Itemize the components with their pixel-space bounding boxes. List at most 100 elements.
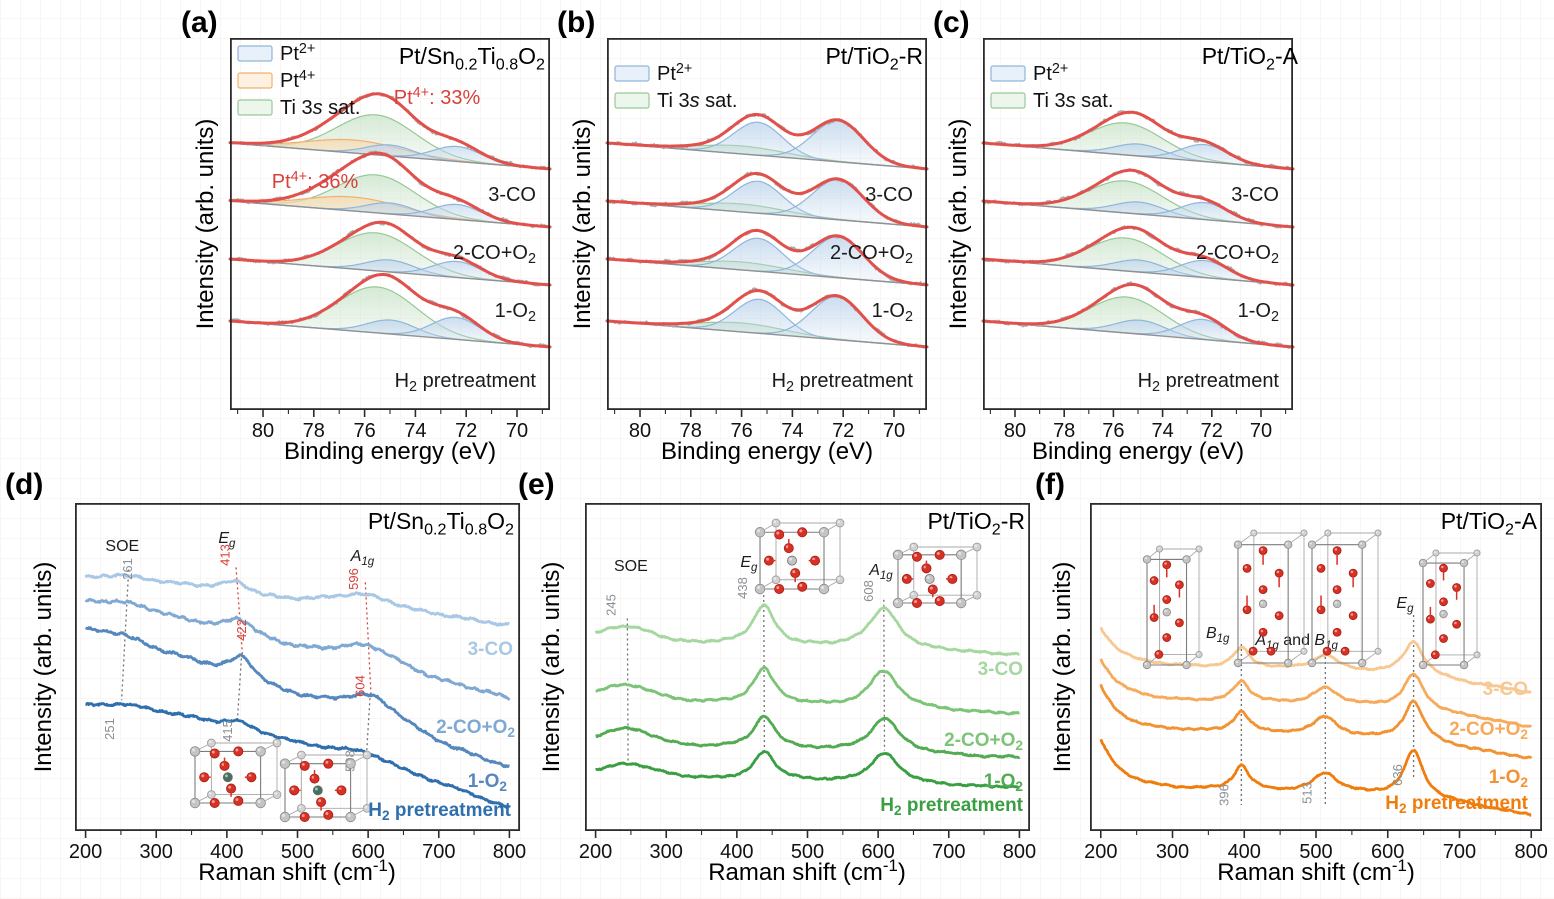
atom-highlight <box>224 774 228 778</box>
atom-highlight <box>1250 648 1254 652</box>
component-fill-blue <box>607 238 927 285</box>
atom-highlight <box>1260 629 1264 633</box>
atom-highlight <box>799 583 803 587</box>
oxygen-atom <box>934 549 945 560</box>
atom-highlight <box>347 814 351 818</box>
crystal-structure-inset <box>1418 549 1481 670</box>
oxygen-atom <box>1430 650 1440 660</box>
atom-highlight <box>1285 660 1289 664</box>
metal-atom <box>207 790 216 799</box>
trace-label-1: 2-CO+O2 <box>1196 242 1279 267</box>
xps-trace-0 <box>981 110 1295 171</box>
metal-atom <box>1459 660 1469 670</box>
tick-label: 80 <box>252 420 274 442</box>
trace-label-3: H2 pretreatment <box>395 370 537 395</box>
oxygen-atom <box>1154 650 1164 659</box>
atom-highlight <box>757 529 761 533</box>
atom-highlight <box>274 792 278 795</box>
component-fill-green <box>230 114 550 169</box>
panel-letter-b: (b) <box>557 6 596 39</box>
legend-swatch <box>237 45 273 62</box>
atom-highlight <box>364 805 368 809</box>
metal-atom <box>1307 540 1317 549</box>
center-atom <box>222 772 233 783</box>
atom-highlight <box>1461 560 1465 564</box>
axis-frame <box>606 37 928 411</box>
fit-envelope-curve <box>605 228 929 287</box>
fit-envelope-curve <box>981 168 1295 229</box>
metal-atom <box>1283 540 1293 549</box>
x-axis-ticks: 200 300 400 500 600 700 800 <box>69 831 526 863</box>
fit-envelope-curve <box>605 112 929 171</box>
trace-label-2: 1-O2 <box>1238 300 1279 325</box>
oxygen-atom <box>1322 646 1332 656</box>
trace-label-2: 1-O2 <box>1489 767 1529 790</box>
atom-highlight <box>837 520 841 524</box>
atom-highlight <box>974 592 978 596</box>
mode-label: A1g <box>350 548 375 568</box>
metal-atom <box>818 527 830 538</box>
atom-highlight <box>228 785 232 789</box>
metal-atom <box>345 811 356 823</box>
metal-atom <box>1155 545 1163 553</box>
trace-label-3: H2 pretreatment <box>880 795 1023 818</box>
raman-plot-d: SOEEgA1g26125141342241559660459820030040… <box>69 502 526 863</box>
oxygen-atom <box>797 581 808 592</box>
metal-atom <box>272 738 282 748</box>
metal-atom <box>279 811 291 823</box>
baseline <box>229 320 551 348</box>
y-axis-label: Intensity (arb. units) <box>538 561 565 773</box>
y-axis-label: Intensity (arb. units) <box>569 118 596 330</box>
atom-highlight <box>1144 662 1148 666</box>
metal-atom <box>835 518 845 528</box>
mode-label: A1g <box>868 562 893 582</box>
metal-atom <box>1195 651 1203 659</box>
atom-highlight <box>789 557 793 561</box>
atom-highlight <box>1350 613 1354 616</box>
component-fill-green <box>230 232 550 285</box>
fit-envelope-curve <box>981 110 1295 171</box>
atom-highlight <box>1164 609 1167 613</box>
atom-highlight <box>318 799 322 803</box>
atom-highlight <box>364 752 368 756</box>
dotted-peak-line <box>366 693 371 752</box>
tick-label: 500 <box>281 841 314 863</box>
atom-highlight <box>1302 531 1305 534</box>
atom-highlight <box>1251 531 1254 534</box>
tick-label: 72 <box>832 420 854 442</box>
atom-highlight <box>211 800 215 804</box>
metal-atom <box>1233 540 1243 549</box>
xps-trace-1 <box>228 150 552 229</box>
atom-highlight <box>1164 597 1167 600</box>
component-fill-blue <box>607 296 927 347</box>
peak-guide-lines <box>626 594 886 761</box>
metal-atom <box>255 746 266 757</box>
atom-highlight <box>1184 662 1187 666</box>
oxygen-atom <box>1332 627 1342 637</box>
y-axis-label: Intensity (arb. units) <box>30 561 57 773</box>
atom-highlight <box>1176 620 1180 623</box>
metal-atom <box>754 583 766 595</box>
tick-label: 700 <box>1443 841 1476 863</box>
atom-highlight <box>974 544 978 548</box>
atom-highlight <box>291 787 295 791</box>
tick-label: 200 <box>69 841 102 863</box>
x-axis-label: Binding energy (eV) <box>1031 438 1245 465</box>
atom-highlight <box>926 576 930 580</box>
legend-label: Pt2+ <box>1033 61 1068 85</box>
metal-atom <box>818 583 830 595</box>
metal-atom <box>189 746 201 757</box>
peak-wavenumber: 596 <box>346 568 361 590</box>
atom-highlight <box>325 812 329 815</box>
peak-wavenumber: 636 <box>1390 764 1405 786</box>
tick-label: 800 <box>1515 841 1548 863</box>
atom-highlight <box>1359 660 1363 664</box>
mode-label: SOE <box>105 538 139 555</box>
oxygen-atom <box>1149 576 1159 585</box>
tick-label: 800 <box>1003 841 1036 863</box>
peak-wavenumber: 245 <box>603 594 618 616</box>
atom-highlight <box>757 586 761 590</box>
plot-area <box>981 110 1295 349</box>
raman-trace-0 <box>84 572 510 627</box>
tick-label: 500 <box>1299 841 1332 863</box>
